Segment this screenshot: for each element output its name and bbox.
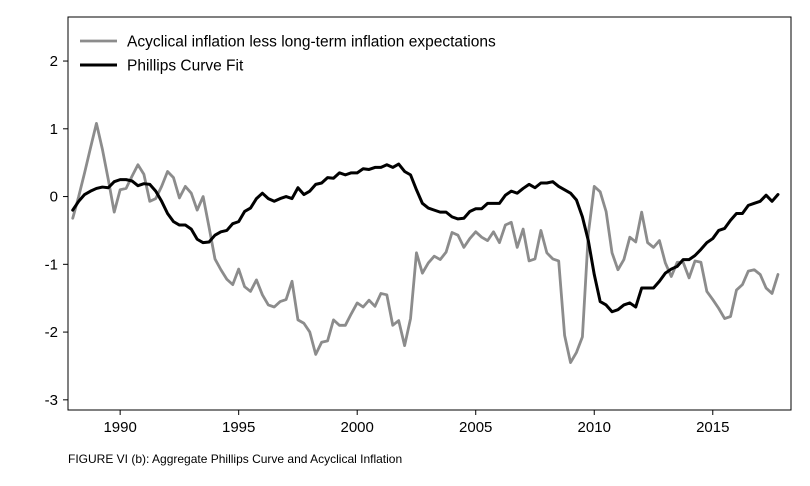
y-axis: 2 1 0 -1 -2 -3: [45, 53, 68, 409]
x-tick-label: 2005: [459, 419, 492, 436]
legend-label: Phillips Curve Fit: [127, 58, 244, 75]
figure-caption: FIGURE VI (b): Aggregate Phillips Curve …: [68, 452, 403, 466]
y-tick-label: -3: [45, 392, 58, 409]
legend: Acyclical inflation less long-term infla…: [80, 34, 496, 75]
y-tick-label: -2: [45, 324, 58, 341]
x-tick-label: 2010: [578, 419, 611, 436]
x-axis: 1990 1995 2000 2005 2010 2015: [103, 410, 729, 436]
y-tick-label: 0: [50, 189, 58, 206]
series-layer: [71, 121, 780, 364]
plot-frame: [67, 16, 792, 411]
legend-label: Acyclical inflation less long-term infla…: [127, 34, 496, 51]
x-tick-label: 2000: [341, 419, 374, 436]
series-phillips-fit-line: [71, 162, 780, 314]
x-tick-label: 1995: [222, 419, 255, 436]
y-tick-label: -1: [45, 256, 58, 273]
y-tick-label: 2: [50, 53, 58, 70]
y-tick-label: 1: [50, 121, 58, 138]
series-acyclical-inflation-line: [71, 121, 780, 364]
x-tick-label: 1990: [103, 419, 136, 436]
x-tick-label: 2015: [696, 419, 729, 436]
